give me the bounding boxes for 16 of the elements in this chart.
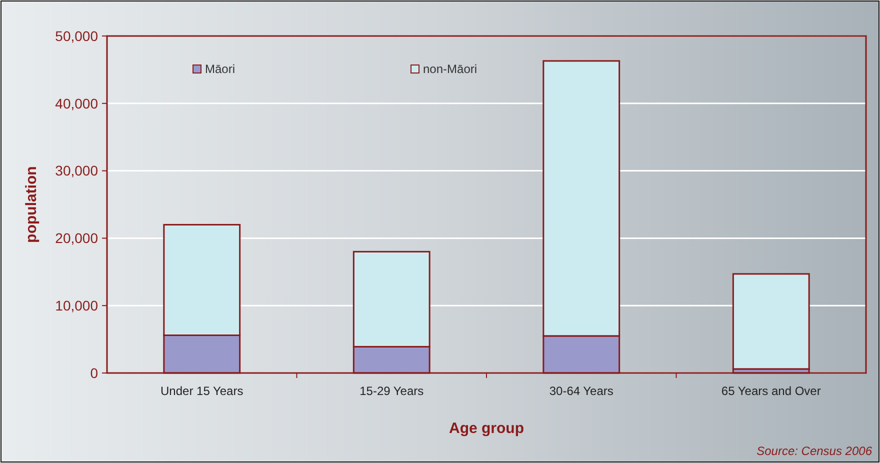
y-tick-label: 0	[90, 364, 98, 381]
x-axis-title: Age group	[449, 420, 524, 437]
y-tick-label: 30,000	[55, 162, 98, 179]
bar	[732, 273, 810, 370]
y-tick-label: 50,000	[55, 28, 98, 44]
source-note: Source: Census 2006	[756, 444, 872, 458]
x-tick-label: 65 Years and Over	[721, 384, 821, 398]
legend-label: non-Māori	[423, 62, 478, 76]
y-tick-label: 10,000	[55, 298, 98, 314]
x-tick-label: 15-29 Years	[360, 384, 424, 398]
y-tick-label: 40,000	[55, 95, 98, 112]
y-axis-title: population	[23, 166, 40, 243]
legend-label: Māori	[205, 62, 236, 76]
y-tick-label: 20,000	[55, 230, 98, 246]
x-tick-label: 30-64 Years	[549, 384, 614, 398]
x-tick-label: Under 15 Years	[160, 384, 244, 398]
